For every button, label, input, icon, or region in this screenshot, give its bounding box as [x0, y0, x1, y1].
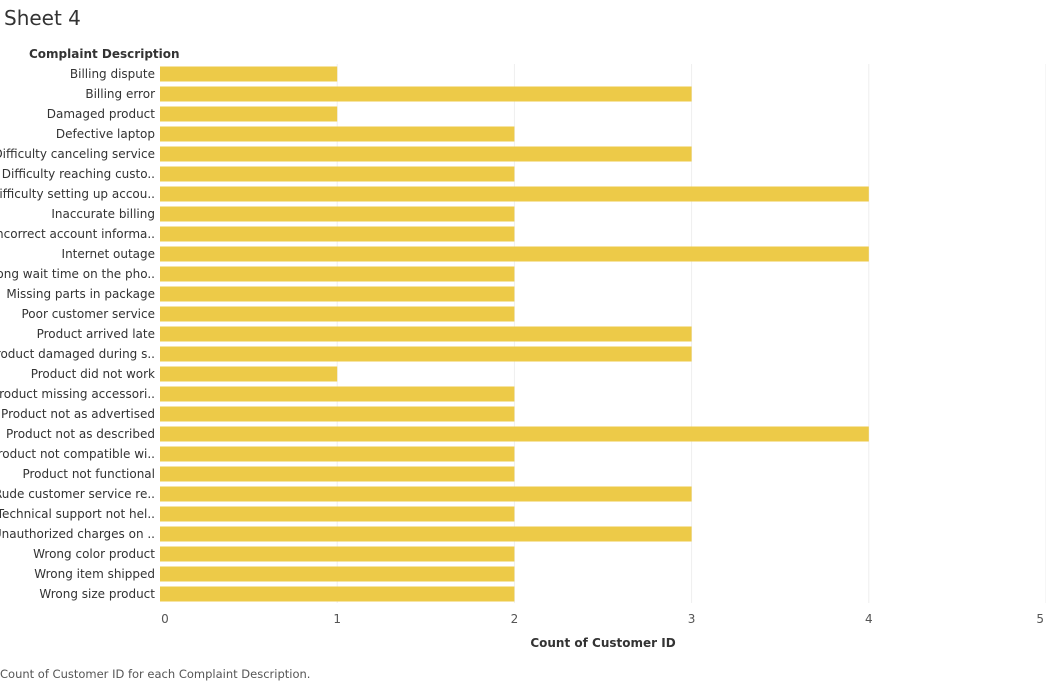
category-label: Product not as described	[6, 427, 155, 441]
category-label: Wrong size product	[39, 587, 155, 601]
category-label: Difficulty canceling service	[0, 147, 155, 161]
category-label: Billing error	[85, 87, 155, 101]
bar-layer	[160, 66, 869, 602]
category-label: Rude customer service re..	[0, 487, 155, 501]
bar[interactable]	[160, 326, 692, 342]
bar[interactable]	[160, 586, 515, 602]
category-label: Defective laptop	[56, 127, 155, 141]
bar[interactable]	[160, 466, 515, 482]
bar[interactable]	[160, 166, 515, 182]
caption: Count of Customer ID for each Complaint …	[0, 667, 311, 681]
x-tick-label: 5	[1036, 612, 1044, 626]
category-label: Product not compatible wi..	[0, 447, 155, 461]
bar[interactable]	[160, 366, 338, 382]
category-labels: Billing dispute Billing error Damaged prod…	[0, 67, 155, 601]
bar[interactable]	[160, 386, 515, 402]
bar[interactable]	[160, 286, 515, 302]
row-header: Complaint Description	[29, 47, 180, 61]
category-label: Damaged product	[47, 107, 156, 121]
category-label: Billing dispute	[70, 67, 155, 81]
category-label: Product not functional	[22, 467, 155, 481]
bar[interactable]	[160, 346, 692, 362]
bar[interactable]	[160, 226, 515, 242]
category-label: Product not as advertised	[1, 407, 155, 421]
category-label: Product did not work	[31, 367, 155, 381]
category-label: Missing parts in package	[6, 287, 155, 301]
category-label: Long wait time on the pho..	[0, 267, 155, 281]
category-label: Wrong color product	[33, 547, 155, 561]
category-label: Product damaged during s..	[0, 347, 155, 361]
category-label: Difficulty setting up accou..	[0, 187, 155, 201]
bar[interactable]	[160, 246, 869, 262]
x-tick-label: 2	[511, 612, 519, 626]
bar[interactable]	[160, 126, 515, 142]
category-label: Inaccurate billing	[51, 207, 155, 221]
x-axis-title: Count of Customer ID	[530, 636, 675, 650]
category-label: Difficulty reaching custo..	[2, 167, 155, 181]
bar[interactable]	[160, 446, 515, 462]
bar[interactable]	[160, 546, 515, 562]
category-label: Technical support not hel..	[0, 507, 155, 521]
x-tick-label: 0	[161, 612, 169, 626]
category-label: Internet outage	[62, 247, 155, 261]
bar[interactable]	[160, 506, 515, 522]
bar[interactable]	[160, 86, 692, 102]
x-tick-label: 3	[688, 612, 696, 626]
bar[interactable]	[160, 566, 515, 582]
x-axis-ticks: 0 1 2 3 4 5	[161, 612, 1044, 626]
x-tick-label: 1	[333, 612, 341, 626]
bar[interactable]	[160, 106, 338, 122]
bar[interactable]	[160, 406, 515, 422]
bar[interactable]	[160, 186, 869, 202]
category-label: Poor customer service	[21, 307, 155, 321]
sheet-title: Sheet 4	[4, 6, 81, 30]
bar[interactable]	[160, 66, 338, 82]
bar[interactable]	[160, 206, 515, 222]
x-tick-label: 4	[865, 612, 873, 626]
bar[interactable]	[160, 146, 692, 162]
bar[interactable]	[160, 426, 869, 442]
category-label: Product missing accessori..	[0, 387, 155, 401]
bar[interactable]	[160, 526, 692, 542]
category-label: Incorrect account informa..	[0, 227, 155, 241]
category-label: Product arrived late	[37, 327, 155, 341]
bar[interactable]	[160, 486, 692, 502]
category-label: Wrong item shipped	[34, 567, 155, 581]
bar[interactable]	[160, 306, 515, 322]
bar[interactable]	[160, 266, 515, 282]
category-label: Unauthorized charges on ..	[0, 527, 155, 541]
